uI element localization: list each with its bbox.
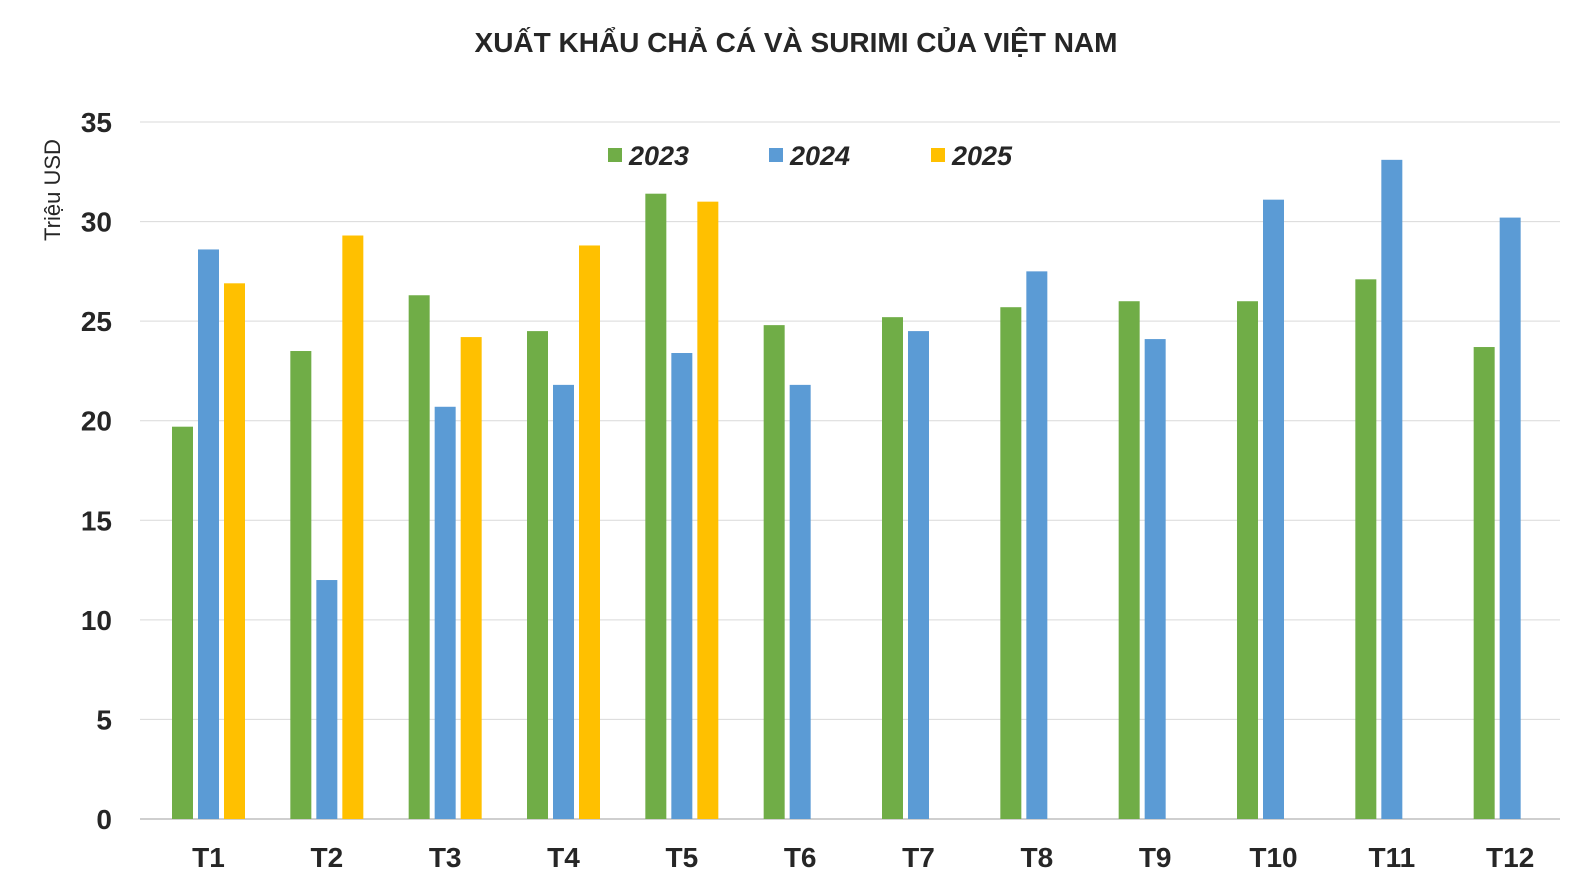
- bar-2023-T6: [763, 325, 785, 819]
- bar-2023-T9: [1118, 301, 1140, 819]
- y-tick-label: 35: [81, 107, 112, 138]
- x-tick-label: T7: [902, 842, 935, 873]
- bar-2024-T8: [1026, 271, 1048, 819]
- bar-2024-T7: [908, 331, 929, 819]
- bar-2024-T1: [198, 249, 219, 820]
- bar-2025-T4: [579, 245, 600, 819]
- legend: 2023 2024 2025: [608, 141, 1013, 171]
- x-tick-label: T8: [1020, 842, 1053, 873]
- bar-2024-T9: [1144, 339, 1166, 819]
- bar-2024-T4: [553, 384, 574, 819]
- bar-2023-T8: [1000, 307, 1022, 819]
- x-tick-label: T5: [665, 842, 698, 873]
- bar-2023-T10: [1237, 301, 1258, 819]
- y-tick-label: 10: [81, 605, 112, 636]
- x-tick-label: T10: [1249, 842, 1297, 873]
- bar-2025-T1: [224, 283, 245, 819]
- y-tick-label: 0: [96, 804, 112, 835]
- y-tick-label: 25: [81, 306, 112, 337]
- bar-2023-T12: [1473, 347, 1495, 819]
- y-axis-ticks: 0 5 10 15 20 25 30 35: [81, 107, 112, 835]
- gridlines: [140, 121, 1560, 820]
- bar-2023-T3: [408, 295, 430, 819]
- y-tick-label: 15: [81, 505, 112, 536]
- legend-label-2025: 2025: [951, 141, 1013, 171]
- x-axis-ticks: T1 T2 T3 T4 T5 T6 T7 T8 T9 T10 T11 T12: [192, 842, 1534, 873]
- bar-2024-T11: [1381, 159, 1403, 819]
- bars: [172, 159, 1521, 820]
- bar-2024-T6: [789, 384, 811, 819]
- bar-2023-T5: [645, 193, 667, 820]
- legend-label-2023: 2023: [628, 141, 689, 171]
- legend-swatch-2023: [608, 148, 622, 162]
- bar-2023-T1: [172, 426, 193, 819]
- y-axis-label: Triệu USD: [40, 139, 65, 241]
- x-tick-label: T2: [310, 842, 343, 873]
- bar-2023-T7: [882, 317, 903, 819]
- bar-2024-T10: [1263, 199, 1284, 819]
- bar-2025-T2: [342, 235, 364, 820]
- y-tick-label: 5: [96, 704, 112, 735]
- bar-2024-T2: [316, 580, 338, 819]
- bar-2024-T12: [1499, 217, 1521, 820]
- bar-2023-T2: [290, 351, 312, 819]
- x-tick-label: T4: [547, 842, 580, 873]
- y-tick-label: 30: [81, 207, 112, 238]
- x-tick-label: T6: [784, 842, 817, 873]
- legend-swatch-2024: [769, 148, 783, 162]
- chart-title: XUẤT KHẨU CHẢ CÁ VÀ SURIMI CỦA VIỆT NAM: [475, 26, 1118, 58]
- bar-2025-T3: [460, 337, 482, 819]
- x-tick-label: T11: [1368, 842, 1415, 873]
- bar-2023-T11: [1355, 279, 1377, 819]
- legend-swatch-2025: [931, 148, 945, 162]
- bar-2023-T4: [527, 331, 548, 819]
- x-tick-label: T1: [192, 842, 225, 873]
- bar-2025-T5: [697, 201, 719, 819]
- y-tick-label: 20: [81, 406, 112, 437]
- bar-2024-T3: [434, 406, 456, 819]
- x-tick-label: T9: [1139, 842, 1172, 873]
- x-tick-label: T12: [1486, 842, 1534, 873]
- legend-label-2024: 2024: [789, 141, 850, 171]
- x-tick-label: T3: [429, 842, 462, 873]
- bar-2024-T5: [671, 353, 693, 819]
